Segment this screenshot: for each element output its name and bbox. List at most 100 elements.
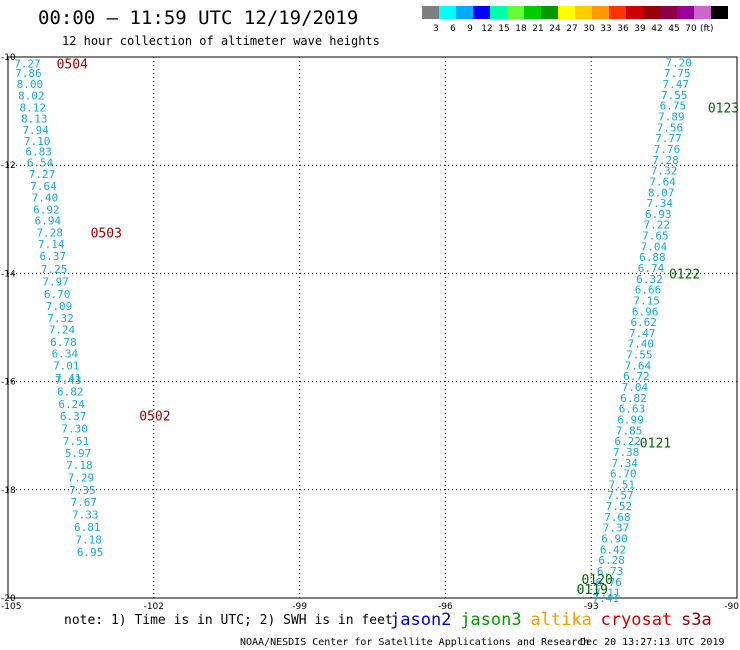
wave-height-label: 6.76	[595, 576, 622, 589]
legend-value: 70	[685, 24, 697, 34]
legend-swatch	[609, 6, 626, 19]
wave-height-label: 7.85	[616, 424, 643, 437]
wave-height-label: 7.10	[24, 135, 51, 148]
legend-swatch	[626, 6, 643, 19]
wave-height-label: 7.34	[646, 197, 673, 210]
grid-lines	[8, 57, 737, 598]
legend-swatch	[711, 6, 728, 19]
legend-value: 9	[467, 24, 473, 34]
legend-value: 42	[651, 24, 662, 34]
legend-swatch	[558, 6, 575, 19]
legend-swatch	[422, 6, 439, 19]
wave-height-label: 7.77	[655, 132, 682, 145]
legend-value: 27	[566, 24, 577, 34]
wave-height-label: 7.35	[69, 484, 96, 497]
wave-height-label: 6.42	[600, 543, 627, 556]
pass-number-label: 0119	[577, 583, 608, 598]
wave-height-label: 6.96	[632, 305, 659, 318]
wave-height-label: 7.28	[652, 154, 679, 167]
plot-area: -105 -102 -99 -96 -93 -90 -10-12-14-16-18-20 …	[1, 53, 739, 612]
wave-height-label: 7.11	[594, 587, 621, 600]
wave-height-label: 8.00	[17, 78, 44, 91]
wave-height-label: 7.30	[61, 423, 88, 436]
wave-height-label: 5.97	[65, 447, 92, 460]
wave-height-label: 7.04	[641, 240, 668, 253]
wave-height-label: 8.13	[21, 113, 48, 126]
wave-height-label: 7.43	[55, 374, 82, 387]
wave-height-label: 7.65	[642, 230, 669, 243]
wave-height-label: 7.37	[603, 522, 630, 535]
pass-number-label: 0123	[708, 101, 739, 116]
wave-height-label: 8.12	[20, 101, 47, 114]
satellite-name: cryosat	[601, 610, 673, 630]
wave-height-label: 7.22	[644, 219, 671, 232]
wave-height-label: 6.28	[598, 554, 625, 567]
wave-height-label: 7.27	[14, 57, 41, 70]
legend-value: 24	[549, 24, 561, 34]
legend-value: 12	[481, 24, 492, 34]
x-tick-label: -102	[144, 602, 164, 612]
wave-height-label: 7.55	[661, 89, 688, 102]
legend-swatch	[677, 6, 694, 19]
wave-height-label: 6.37	[39, 250, 66, 263]
legend-value: 18	[515, 24, 527, 34]
x-tick-label: -93	[584, 602, 599, 612]
legend-swatch	[694, 6, 711, 19]
x-tick-labels: -105 -102 -99 -96 -93 -90	[1, 602, 739, 612]
wave-height-label: 6.66	[635, 284, 662, 297]
wave-height-label: 7.18	[66, 459, 93, 472]
wave-height-label: 6.93	[645, 208, 672, 221]
footer-timestamp: Dec 20 13:27:13 UTC 2019	[580, 637, 725, 648]
wave-height-label: 8.02	[18, 89, 45, 102]
y-tick-labels: -10 -12 -14 -16 -18 -20	[1, 53, 16, 604]
x-tick-label: -99	[292, 602, 307, 612]
legend-swatch	[490, 6, 507, 19]
wave-height-label: 7.41	[55, 372, 82, 385]
plot-frame	[7, 56, 738, 599]
wave-height-label: 6.73	[597, 565, 624, 578]
wave-height-label: 7.51	[609, 478, 636, 491]
legend-value: 39	[634, 24, 646, 34]
legend-value: 36	[617, 24, 629, 34]
y-tick-label: -20	[1, 594, 16, 604]
wave-height-label: 6.95	[77, 546, 104, 559]
y-tick-label: -18	[1, 486, 16, 496]
wave-height-label: 7.56	[657, 121, 684, 134]
x-tick-label: -96	[438, 602, 453, 612]
wave-height-label: 7.64	[649, 175, 676, 188]
wave-height-label: 7.20	[665, 56, 692, 69]
legend-swatch	[507, 6, 524, 19]
legend-swatch	[439, 6, 456, 19]
x-tick-label: -90	[724, 602, 739, 612]
wave-height-label: 7.47	[629, 327, 656, 340]
wave-height-label: 6.81	[74, 521, 101, 534]
wave-height-label: 7.68	[604, 511, 631, 524]
legend-swatch	[524, 6, 541, 19]
legend-value: 33	[600, 24, 611, 34]
wave-height-label: 7.41	[593, 592, 620, 605]
wave-height-label: 7.47	[663, 78, 690, 91]
wave-height-label: 7.15	[633, 294, 660, 307]
wave-height-label: 7.86	[15, 67, 42, 80]
y-tick-label: -14	[1, 269, 16, 279]
pass-number-label: 0502	[139, 410, 170, 425]
wave-height-label: 7.32	[651, 165, 678, 178]
wave-height-label: 6.88	[639, 251, 666, 264]
note-text: note: 1) Time is in UTC; 2) SWH is in fe…	[64, 613, 393, 628]
satellite-name: jason3	[460, 610, 521, 630]
wave-height-label: 7.04	[622, 381, 649, 394]
wave-height-label: 7.38	[613, 446, 640, 459]
wave-height-label: 7.64	[30, 180, 57, 193]
wave-height-label: 7.55	[626, 349, 653, 362]
wave-height-label: 6.82	[620, 392, 647, 405]
data-labels: 7.277.868.008.028.128.137.947.106.836.54…	[14, 56, 692, 605]
legend-swatch	[660, 6, 677, 19]
wave-height-label: 7.40	[628, 338, 655, 351]
wave-height-label: 7.14	[38, 238, 65, 251]
wave-height-label: 6.75	[660, 100, 687, 113]
wave-height-label: 6.63	[619, 403, 646, 416]
satellite-name: s3a	[681, 610, 712, 630]
legend-value: 15	[498, 24, 509, 34]
